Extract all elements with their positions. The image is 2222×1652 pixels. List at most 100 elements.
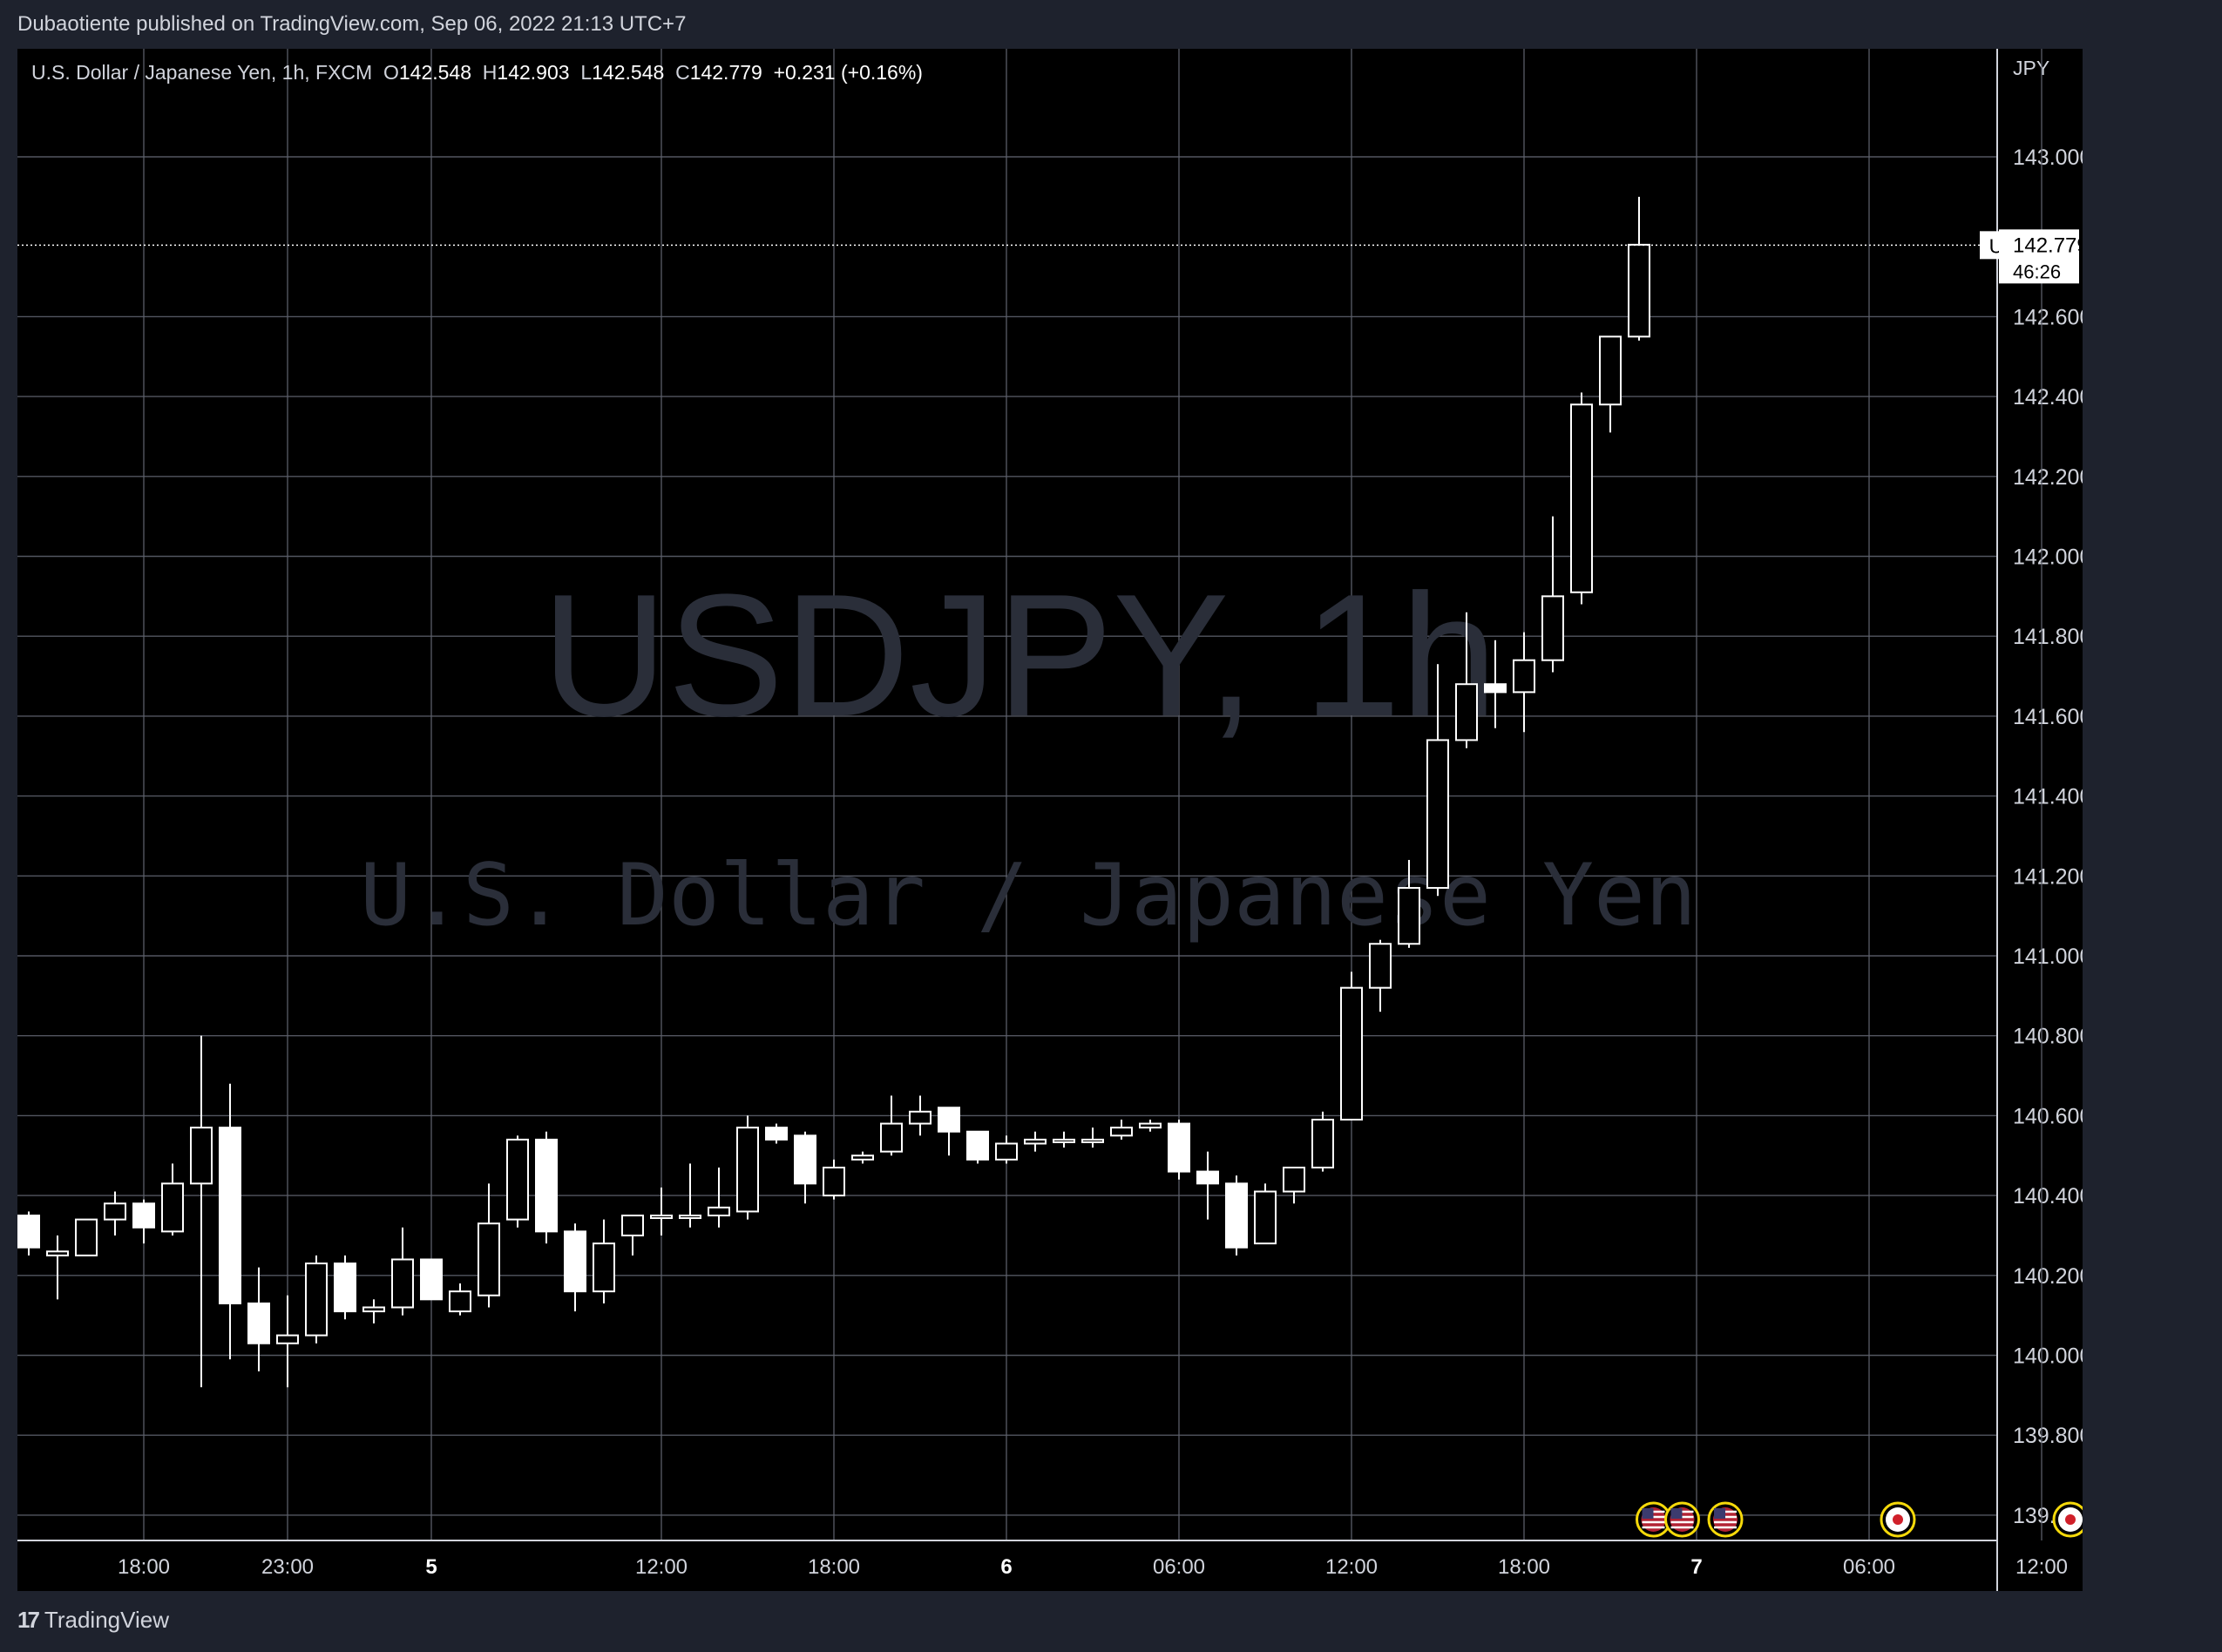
price-tick-label: 141.600 (2013, 705, 2083, 729)
candle-body (1513, 659, 1535, 694)
time-tick-label: 12:00 (1325, 1555, 1378, 1579)
candle-body (1628, 243, 1650, 338)
close-label: C (675, 61, 690, 84)
candle-body (1398, 887, 1420, 945)
price-tick-label: 143.000 (2013, 146, 2083, 170)
candle-body (449, 1290, 471, 1313)
candle-body (1541, 595, 1564, 661)
candle-body (161, 1182, 184, 1233)
time-tick-label: 18:00 (808, 1555, 860, 1579)
candle-body (621, 1215, 644, 1236)
candle-body (593, 1242, 615, 1293)
jp-flag-dot (1893, 1514, 1903, 1525)
publisher-info: Dubaotiente published on TradingView.com… (17, 12, 687, 36)
candle-body (1196, 1170, 1219, 1185)
candle-body (1139, 1122, 1162, 1129)
candle-body (650, 1215, 673, 1220)
watermark-name: U.S. Dollar / Japanese Yen (360, 846, 1697, 945)
price-tag-bg (1999, 229, 2079, 284)
time-tick-label: 6 (1000, 1555, 1012, 1579)
candle-body (1168, 1122, 1190, 1173)
candle-body (880, 1122, 903, 1153)
candle-body (1369, 943, 1392, 989)
candle-body (1024, 1138, 1047, 1145)
time-tick-label: 7 (1690, 1555, 1702, 1579)
candle-body (564, 1230, 586, 1293)
time-tick-label: 06:00 (1843, 1555, 1895, 1579)
price-tick-label: 140.000 (2013, 1344, 2083, 1369)
candle-body (219, 1127, 241, 1304)
open-value: 142.548 (398, 61, 472, 84)
candle-body (535, 1138, 558, 1233)
candle-body (1081, 1138, 1104, 1143)
candle-body (794, 1134, 816, 1185)
candle-body (190, 1127, 213, 1185)
price-tick-label: 141.400 (2013, 785, 2083, 809)
price-chart[interactable]: 139.600139.800140.000140.200140.400140.6… (17, 49, 2083, 1591)
change-value: +0.231 (+0.16%) (773, 61, 923, 84)
candle-body (938, 1107, 960, 1133)
candle-body (995, 1142, 1018, 1161)
high-value: 142.903 (497, 61, 570, 84)
symbol-legend[interactable]: U.S. Dollar / Japanese Yen, 1h, FXCM O14… (31, 61, 923, 85)
time-tick-label: 5 (425, 1555, 437, 1579)
price-tag-countdown: 46:26 (2013, 261, 2061, 282)
us-flag-canton (1714, 1508, 1725, 1519)
candle-body (679, 1215, 701, 1220)
candle-body (305, 1263, 328, 1337)
low-value: 142.548 (592, 61, 665, 84)
jp-flag-dot (2065, 1514, 2076, 1525)
us-flag-canton (1670, 1508, 1683, 1519)
low-label: L (580, 61, 593, 84)
price-tick-label: 141.000 (2013, 944, 2083, 969)
price-tick-label: 140.400 (2013, 1184, 2083, 1209)
us-flag-canton (1642, 1508, 1654, 1519)
time-tick-label: 06:00 (1153, 1555, 1205, 1579)
price-tick-label: 142.000 (2013, 545, 2083, 570)
candle-body (909, 1110, 931, 1125)
price-tick-label: 142.400 (2013, 385, 2083, 410)
candle-body (334, 1263, 356, 1313)
candle-body (1254, 1190, 1277, 1245)
price-tick-label: 141.200 (2013, 864, 2083, 889)
candle-body (420, 1258, 443, 1301)
candle-body (46, 1250, 69, 1256)
candlestick-chart[interactable]: 139.600139.800140.000140.200140.400140.6… (17, 49, 2083, 1591)
time-tick-label: 12:00 (2015, 1555, 2068, 1579)
price-tick-label: 140.200 (2013, 1264, 2083, 1289)
price-tick-label: 139.800 (2013, 1424, 2083, 1448)
candle-body (1110, 1127, 1133, 1137)
tradingview-logo-icon: 17 (17, 1607, 40, 1633)
candle-body (1311, 1118, 1334, 1169)
candle-body (765, 1127, 788, 1141)
candle-body (391, 1258, 414, 1309)
watermark-symbol: USDJPY, 1h (542, 559, 1498, 753)
currency-label: JPY (2013, 57, 2049, 79)
tradingview-logo[interactable]: 17 TradingView (17, 1607, 169, 1634)
candle-body (132, 1202, 155, 1229)
candle-body (1053, 1138, 1075, 1143)
candle-body (1225, 1182, 1248, 1249)
candle-body (1570, 403, 1593, 593)
candle-body (276, 1334, 299, 1344)
candle-body (75, 1218, 98, 1256)
candle-body (247, 1302, 270, 1344)
price-tick-label: 140.800 (2013, 1025, 2083, 1049)
brand-name: TradingView (44, 1607, 169, 1633)
candle-body (823, 1167, 845, 1197)
candle-body (966, 1130, 989, 1161)
candle-body (1340, 986, 1363, 1121)
candle-body (708, 1206, 730, 1217)
candle-body (1484, 683, 1507, 694)
candle-body (1455, 683, 1478, 741)
candle-body (1426, 739, 1449, 890)
candle-body (1283, 1167, 1305, 1193)
candle-body (17, 1215, 40, 1249)
candle-body (478, 1222, 500, 1297)
candle-body (506, 1138, 529, 1221)
time-tick-label: 18:00 (1498, 1555, 1550, 1579)
time-tick-label: 12:00 (635, 1555, 688, 1579)
price-tick-label: 142.600 (2013, 305, 2083, 329)
close-value: 142.779 (689, 61, 762, 84)
candle-body (851, 1154, 874, 1161)
